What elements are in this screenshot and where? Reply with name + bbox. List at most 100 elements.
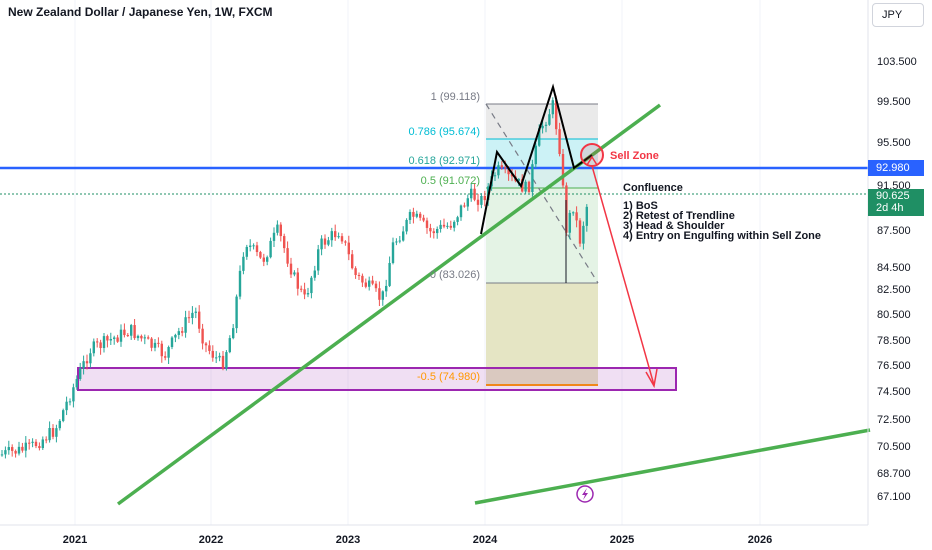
candle-body (62, 410, 65, 421)
candle-body (415, 213, 418, 217)
candle-body (323, 238, 327, 245)
head-shoulders-pattern (480, 83, 593, 235)
candle-body (432, 231, 435, 234)
candle-body (442, 224, 446, 227)
rising-trendline (116, 103, 662, 506)
candle-body (14, 450, 17, 454)
candle-body (337, 236, 340, 238)
candle-body (456, 217, 459, 222)
candle-body (500, 165, 503, 168)
candle-body (191, 312, 194, 318)
candle-body (422, 217, 425, 221)
time-tick-label: 2025 (610, 534, 634, 546)
fib-label-neg05: -0.5 (74.980) (417, 371, 480, 383)
price-tick-label: 72.500 (877, 414, 911, 426)
candle-body (405, 219, 408, 232)
candle-body (548, 114, 551, 125)
price-tick-label: 80.500 (877, 309, 911, 321)
candle-body (279, 224, 282, 237)
time-axis[interactable]: 2021 2022 2023 2024 2025 2026 (63, 534, 772, 546)
candle-body (249, 245, 252, 247)
price-tick-label: 87.500 (877, 225, 911, 237)
candle-body (425, 220, 429, 228)
candle-body (177, 331, 180, 335)
candle-body (419, 213, 422, 218)
candle-body (544, 124, 548, 126)
candle-body (28, 442, 31, 444)
candle-body (68, 401, 72, 403)
candle-body (228, 338, 231, 353)
price-tick-label: 103.500 (877, 56, 917, 68)
currency-button[interactable]: JPY (872, 3, 924, 27)
price-tick-label: 74.500 (877, 386, 911, 398)
candle-body (585, 206, 588, 226)
price-axis[interactable]: 103.50099.50095.50091.50087.50084.50082.… (877, 56, 917, 503)
event-lightning-icon[interactable] (576, 485, 594, 503)
candle-body (538, 128, 541, 146)
candle-body (272, 232, 276, 241)
candle-body (293, 272, 296, 275)
price-tick-label: 68.700 (877, 468, 911, 480)
candle-body (4, 450, 7, 455)
candle-body (534, 145, 537, 165)
confluence-item-1: 1) BoS (623, 200, 658, 212)
candle-body (378, 288, 381, 300)
candle-body (476, 199, 480, 205)
price-tick-label: 70.500 (877, 441, 911, 453)
candle-body (558, 129, 561, 154)
candle-body (245, 246, 248, 257)
price-tick-label: 95.500 (877, 137, 911, 149)
candle-body (572, 212, 575, 214)
candle-body (255, 245, 259, 253)
projection-arrow (591, 165, 655, 386)
candle-body (313, 270, 316, 278)
fib-label-05: 0.5 (91.072) (421, 175, 480, 187)
candle-body (582, 225, 585, 244)
candle-body (221, 355, 225, 369)
fib-label-0: 0 (83.026) (430, 269, 480, 281)
candle-body (561, 153, 565, 186)
candle-body (517, 179, 520, 181)
candle-body (55, 428, 58, 437)
candle-body (412, 211, 415, 217)
candle-body (34, 441, 38, 447)
candle-body (72, 387, 75, 402)
price-tick-label: 78.500 (877, 335, 911, 347)
candle-body (153, 342, 157, 348)
candle-body (211, 350, 214, 358)
candle-body (262, 257, 265, 262)
candle-body (276, 224, 279, 233)
confluence-item-4: 4) Entry on Engulfing within Sell Zone (623, 230, 821, 242)
candle-body (306, 293, 310, 295)
candle-body (181, 331, 184, 333)
candle-body (507, 168, 510, 175)
candle-body (289, 263, 293, 275)
candle-body (357, 275, 361, 277)
confluence-item-3: 3) Head & Shoulder (623, 220, 725, 232)
candle-body (310, 277, 313, 294)
up-arrowhead (586, 155, 598, 166)
candle-body (119, 329, 123, 342)
candle-body (252, 245, 255, 247)
candle-body (374, 283, 378, 289)
candle-body (99, 342, 102, 349)
candle-body (41, 439, 44, 449)
fib-label-0786: 0.786 (95.674) (408, 126, 480, 138)
candle-body (79, 368, 82, 380)
candle-body (116, 337, 119, 342)
candle-body (184, 317, 187, 333)
candle-body (225, 352, 228, 369)
candle-body (527, 181, 531, 192)
candle-body (215, 357, 218, 359)
candle-body (17, 446, 21, 454)
projection-arrowhead (645, 368, 658, 389)
candle-body (466, 198, 469, 207)
candle-body (334, 231, 337, 238)
candle-body (327, 240, 330, 245)
candle-body (238, 270, 242, 297)
fib-label-1: 1 (99.118) (431, 91, 480, 103)
price-tick-label: 84.500 (877, 262, 911, 274)
candle-body (7, 447, 10, 451)
candle-body (453, 221, 456, 228)
